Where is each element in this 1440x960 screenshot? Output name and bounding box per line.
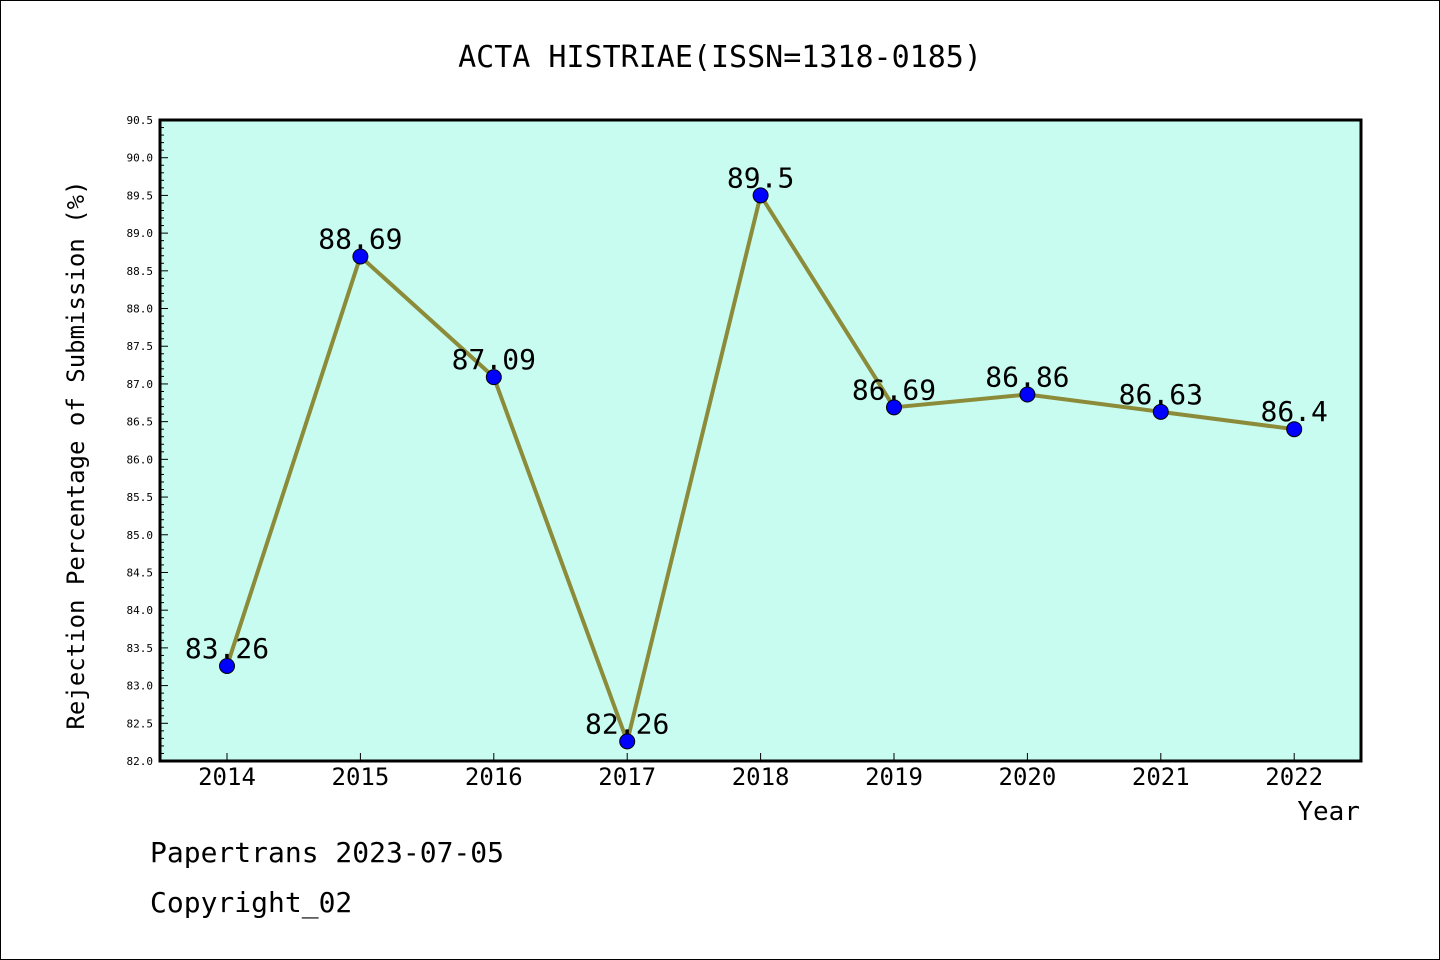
data-label: 82.26 (585, 707, 669, 740)
y-tick-label: 90.0 (127, 152, 154, 165)
x-tick-label: 2015 (332, 763, 390, 791)
y-tick-label: 89.5 (127, 189, 154, 202)
data-point (752, 187, 769, 204)
y-tick-label: 87.0 (127, 378, 154, 391)
y-tick-label: 86.5 (127, 416, 154, 429)
data-point (219, 657, 235, 674)
data-label: 86.86 (985, 360, 1069, 393)
x-tick-label: 2017 (598, 763, 656, 791)
data-point (619, 733, 636, 750)
y-tick-label: 90.5 (127, 114, 154, 127)
x-tick-label: 2021 (1132, 763, 1190, 791)
y-tick-label: 83.5 (127, 642, 154, 655)
x-tick-label: 2022 (1265, 763, 1323, 791)
x-axis-ticks: 2014 2015 2016 2017 2018 2019 2020 2021 2022 (198, 753, 1323, 791)
y-tick-label: 82.0 (127, 755, 154, 768)
data-point (1152, 403, 1169, 420)
data-label: 89.5 (727, 161, 794, 194)
data-label: 86.63 (1119, 378, 1203, 411)
y-tick-label: 88.0 (127, 303, 154, 316)
data-point (485, 369, 502, 386)
data-label: 86.69 (852, 373, 936, 406)
y-tick-label: 86.0 (127, 453, 154, 466)
footer-source-date: Papertrans 2023-07-05 (150, 836, 505, 869)
y-tick-label: 84.5 (127, 566, 154, 579)
plot-area (158, 118, 1363, 763)
y-tick-label: 89.0 (127, 227, 154, 240)
y-tick-label: 84.0 (127, 604, 154, 617)
y-tick-label: 87.5 (127, 340, 154, 353)
data-label: 83.26 (185, 632, 269, 665)
y-axis-ticks: 82.0 82.5 83.0 83.5 84.0 84.5 85.0 85.5 86.0 86.5… (127, 114, 168, 768)
y-tick-label: 85.5 (127, 491, 154, 504)
x-tick-label: 2014 (198, 763, 256, 791)
series-group: 83.26 88.69 87.09 82.26 89.5 86.69 86.86 86.63 8… (185, 161, 1328, 750)
data-point (352, 248, 369, 265)
x-tick-label: 2018 (732, 763, 790, 791)
data-label: 86.4 (1260, 395, 1327, 428)
data-point (1286, 421, 1303, 438)
y-axis-label: Rejection Percentage of Submission (%) (62, 180, 90, 729)
footer-copyright: Copyright_02 (150, 886, 353, 919)
chart-title: ACTA HISTRIAE(ISSN=1318-0185) (458, 40, 982, 75)
x-tick-label: 2020 (999, 763, 1057, 791)
y-tick-label: 83.0 (127, 680, 154, 693)
y-tick-label: 88.5 (127, 265, 154, 278)
y-tick-label: 82.5 (127, 717, 154, 730)
data-label: 87.09 (452, 343, 536, 376)
x-tick-label: 2019 (865, 763, 923, 791)
data-point (886, 399, 902, 416)
data-point (1019, 386, 1036, 403)
x-tick-label: 2016 (465, 763, 523, 791)
data-label: 88.69 (318, 222, 402, 255)
x-axis-label: Year (1297, 797, 1360, 827)
y-tick-label: 85.0 (127, 529, 154, 542)
